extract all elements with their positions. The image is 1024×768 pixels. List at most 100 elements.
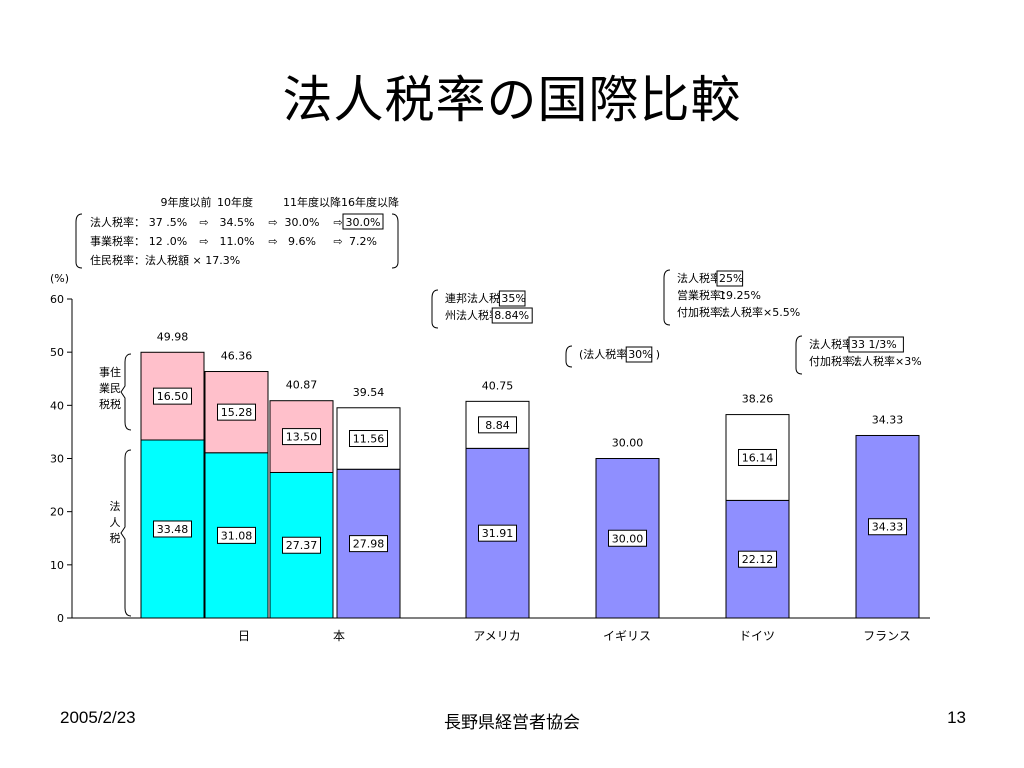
y-tick-label: 30 [50,453,64,466]
legend-header: 16年度以降 [341,195,399,209]
arrow-icon: ⇨ [268,235,277,248]
bar-group: 30.00 30.00 [595,437,660,619]
note-text: 33 1/3% [851,338,897,351]
category-label: イギリス [603,629,651,643]
value-label-box [349,535,388,553]
category-label: アメリカ [473,629,520,643]
tax-rate-chart: 0 10 20 30 40 50 60 (%) 33.48 16.50 49.98 31.08 15.… [50,195,930,643]
legend-value: 7.2% [349,235,377,248]
total-label: 46.36 [221,350,253,363]
note-text: (法人税率： [579,347,638,361]
value-label-box [738,550,777,568]
bar-group: 31.91 8.84 40.75 [465,379,530,619]
note-value-box [498,290,526,307]
local-tax-label: 業民 [99,382,121,395]
total-label: 39.54 [353,386,385,399]
category-label: ドイツ [739,629,775,643]
value-label-box [478,416,517,434]
arrow-icon: ⇨ [268,216,277,229]
local-tax-bracket [120,353,132,431]
legend-header: 11年度以降 [283,195,341,209]
value-label-box [738,448,777,466]
legend-value: 37 .5% [149,216,187,229]
note-text: 25% [719,272,743,285]
value-label: 31.08 [221,529,253,542]
arrow-icon: ⇨ [333,235,342,248]
note-bracket [663,269,671,326]
legend-value: 9.6% [288,235,316,248]
legend-value: 12 .0% [149,235,187,248]
total-label: 49.98 [157,330,189,343]
value-label: 11.56 [353,433,385,446]
bar-series: 33.48 16.50 49.98 31.08 15.28 46.36 27.37 13.50… [140,330,920,619]
bar-group: 33.48 16.50 49.98 [140,330,205,619]
arrow-icon: ⇨ [333,216,342,229]
note-usa: 連邦法人税率：35%州法人税率：8.84% [431,289,533,329]
value-label-box [153,520,192,538]
arrow-icon: ⇨ [199,235,208,248]
note-text: 法人税率×3% [851,354,922,368]
note-value-box [491,307,533,324]
slide-title: 法人税率の国際比較 [282,71,742,129]
value-label: 16.14 [742,451,774,464]
total-label: 30.00 [612,437,644,450]
note-bracket [565,345,573,368]
legend-bracket-left [75,213,83,269]
bar-group: 31.08 15.28 46.36 [204,350,269,619]
note-text: 付加税率： [677,305,732,319]
value-label: 27.98 [353,538,385,551]
note-text: 付加税率： [809,354,864,368]
value-label: 30.00 [612,532,644,545]
corporate-tax-label: 税 [110,531,121,545]
category-label: 日 [238,629,250,643]
legend-header: 9年度以前 [161,195,212,209]
note-value-box [625,346,653,363]
bar-segment [269,400,334,473]
total-label: 40.75 [482,379,514,392]
value-label-box [217,526,256,544]
legend-header: 10年度 [217,195,253,209]
note-germany: 法人税率：25%営業税率：19.25%付加税率：法人税率×5.5% [663,269,800,326]
note-bracket [795,335,803,375]
legend-value: 30.0% [285,216,320,229]
local-tax-label: 事住 [99,365,121,379]
arrow-icon: ⇨ [199,216,208,229]
note-uk: (法人税率：30%) [565,345,660,368]
note-text: ) [656,348,660,361]
local-tax-label: 税税 [99,397,121,411]
value-label: 13.50 [286,431,318,444]
value-label-box [282,536,321,554]
y-tick-label: 50 [50,346,64,359]
value-label-box [282,428,321,446]
value-label: 8.84 [485,419,510,432]
total-label: 40.87 [286,379,318,392]
total-label: 38.26 [742,393,774,406]
note-text: 19.25% [719,289,761,302]
value-label-box [349,430,388,448]
note-value-box [716,270,744,287]
total-label: 34.33 [872,413,904,426]
legend-value: 34.5% [220,216,255,229]
y-unit-label: (%) [50,272,69,285]
legend-value: 11.0% [220,235,255,248]
note-text: 営業税率： [677,288,732,302]
footer-date: 2005/2/23 [60,708,136,727]
bar-group: 34.33 34.33 [855,413,920,619]
country-notes: 連邦法人税率：35%州法人税率：8.84%(法人税率：30%)法人税率：25%営… [431,269,922,375]
y-tick-label: 40 [50,399,64,412]
footer-organization: 長野県経営者協会 [444,713,580,732]
value-label: 33.48 [157,523,189,536]
value-label: 15.28 [221,406,253,419]
corporate-tax-bracket [120,449,132,617]
value-label-box [217,403,256,421]
bar-group: 22.12 16.14 38.26 [725,393,790,619]
legend-bracket-right [391,213,399,269]
note-text: 30% [628,348,652,361]
note-france: 法人税率：33 1/3%付加税率：法人税率×3% [795,335,922,375]
value-label: 34.33 [872,521,904,534]
corporate-tax-label: 法 [110,499,121,513]
value-label: 16.50 [157,390,189,403]
note-text: 法人税率×5.5% [719,305,800,319]
